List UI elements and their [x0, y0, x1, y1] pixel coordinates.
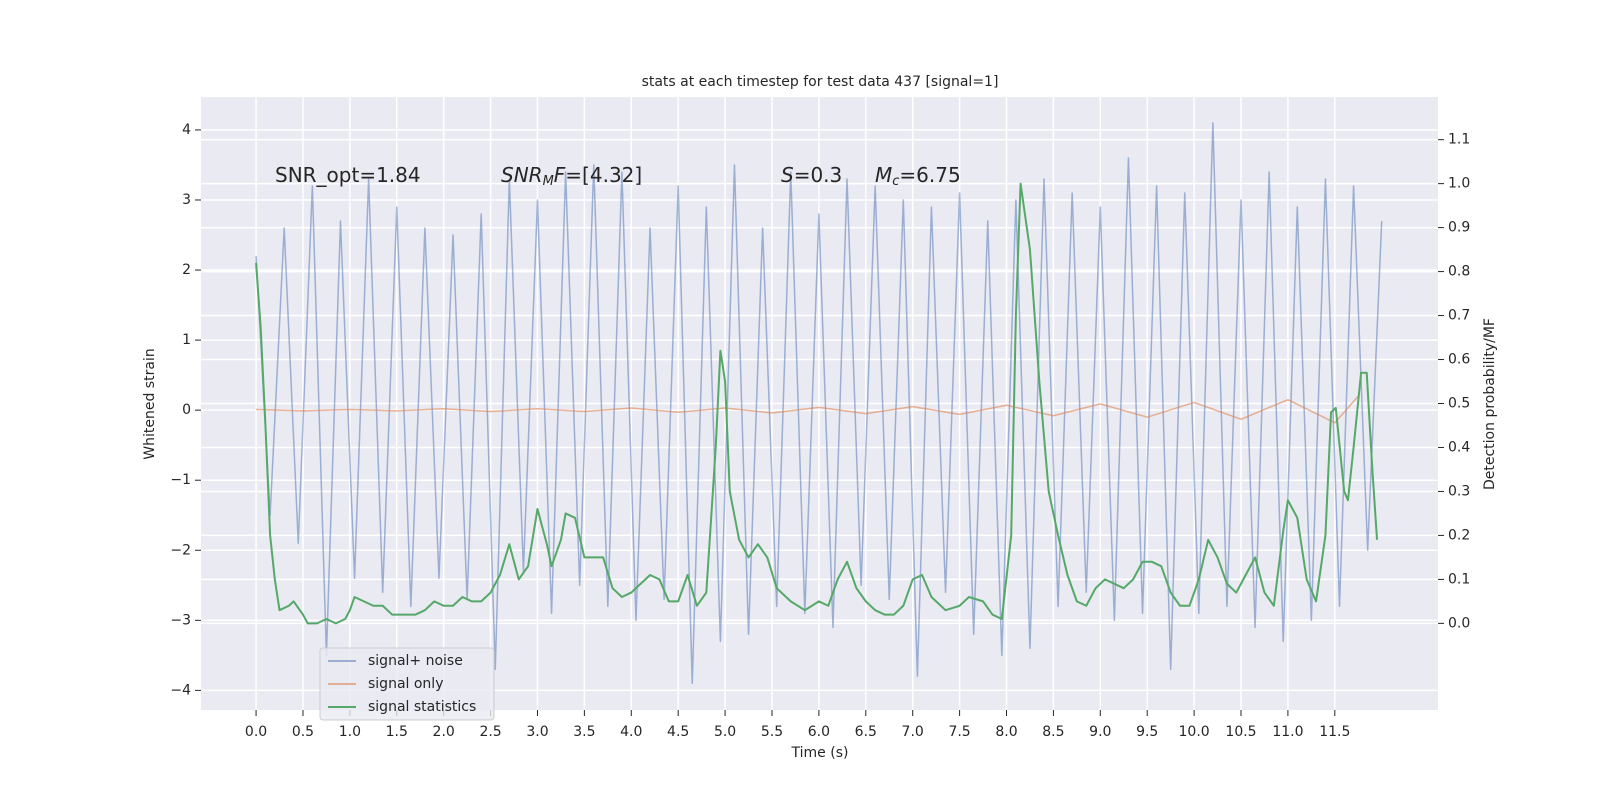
- y2-tick-label: 0.8: [1448, 264, 1470, 280]
- legend-label: signal statistics: [368, 699, 476, 715]
- series-line: [255, 122, 1383, 685]
- annotation-part: c: [892, 174, 899, 189]
- x-axis-label: Time (s): [791, 745, 849, 761]
- y-tick-label: 0: [182, 402, 191, 418]
- x-tick-label: 6.5: [855, 724, 877, 740]
- x-tick-label: 10.0: [1179, 724, 1210, 740]
- chart-title: stats at each timestep for test data 437…: [642, 74, 999, 90]
- legend-label: signal+ noise: [368, 653, 463, 669]
- annotation-part: =0.3: [794, 163, 843, 187]
- x-tick-label: 3.5: [573, 724, 595, 740]
- y-tick-label: −1: [170, 472, 191, 488]
- y-tick-label: −2: [170, 542, 191, 558]
- y-tick-label: 4: [182, 122, 191, 138]
- annotation: SNR_opt=1.84: [275, 163, 421, 187]
- x-tick-label: 8.5: [1042, 724, 1064, 740]
- y2-tick-label: 0.1: [1448, 571, 1470, 587]
- legend-box: [319, 647, 495, 721]
- x-tick-label: 9.5: [1136, 724, 1158, 740]
- annotation-part: S: [781, 163, 794, 187]
- x-tick-label: 0.0: [245, 724, 267, 740]
- x-tick-label: 2.5: [479, 724, 501, 740]
- annotation-part: =6.75: [899, 163, 960, 187]
- x-tick-label: 2.0: [433, 724, 455, 740]
- x-tick-label: 0.5: [292, 724, 314, 740]
- x-tick-label: 7.5: [948, 724, 970, 740]
- x-tick-label: 1.5: [386, 724, 408, 740]
- y-tick-label: −4: [170, 682, 191, 698]
- annotation-part: M: [543, 174, 554, 189]
- y2-tick-label: 0.2: [1448, 527, 1470, 543]
- series-line: [255, 182, 1379, 625]
- annotation-part: =[4.32]: [565, 163, 642, 187]
- x-tick-label: 5.0: [714, 724, 736, 740]
- x-tick-label: 1.0: [339, 724, 361, 740]
- annotation: S=0.3: [781, 163, 842, 187]
- y2-tick-label: 1.1: [1448, 132, 1470, 148]
- x-tick-label: 11.5: [1319, 724, 1350, 740]
- x-tick-label: 8.0: [995, 724, 1017, 740]
- x-tick-label: 6.0: [808, 724, 830, 740]
- x-tick-label: 4.0: [620, 724, 642, 740]
- y2-tick-label: 0.6: [1448, 352, 1470, 368]
- annotation-part: M: [875, 163, 892, 187]
- y2-tick-label: 0.3: [1448, 483, 1470, 499]
- y2-tick-label: 0.9: [1448, 220, 1470, 236]
- y2-tick-label: 0.0: [1448, 615, 1470, 631]
- x-tick-label: 7.0: [902, 724, 924, 740]
- annotation-part: SNR_opt=1.84: [275, 163, 421, 187]
- y2-tick-label: 0.4: [1448, 439, 1470, 455]
- series-line: [256, 395, 1359, 424]
- annotation: Mc=6.75: [875, 163, 961, 189]
- y2-tick-label: 0.7: [1448, 308, 1470, 324]
- x-tick-label: 4.5: [667, 724, 689, 740]
- annotation-part: F: [554, 163, 566, 187]
- y-tick-label: −3: [170, 612, 191, 628]
- annotation: SNRMF=[4.32]: [501, 163, 642, 189]
- x-tick-label: 3.0: [526, 724, 548, 740]
- y-axis-label: Whitened strain: [142, 348, 158, 459]
- y-tick-label: 2: [182, 262, 191, 278]
- x-tick-label: 11.0: [1272, 724, 1303, 740]
- x-tick-label: 10.5: [1225, 724, 1256, 740]
- legend-label: signal only: [368, 676, 443, 692]
- annotation-part: SNR: [501, 163, 543, 187]
- y-tick-label: 1: [182, 332, 191, 348]
- x-tick-label: 5.5: [761, 724, 783, 740]
- y2-tick-label: 1.0: [1448, 176, 1470, 192]
- y-tick-label: 3: [182, 192, 191, 208]
- x-tick-label: 9.0: [1089, 724, 1111, 740]
- y2-axis-label: Detection probability/MF: [1482, 318, 1498, 490]
- y2-tick-label: 0.5: [1448, 396, 1470, 412]
